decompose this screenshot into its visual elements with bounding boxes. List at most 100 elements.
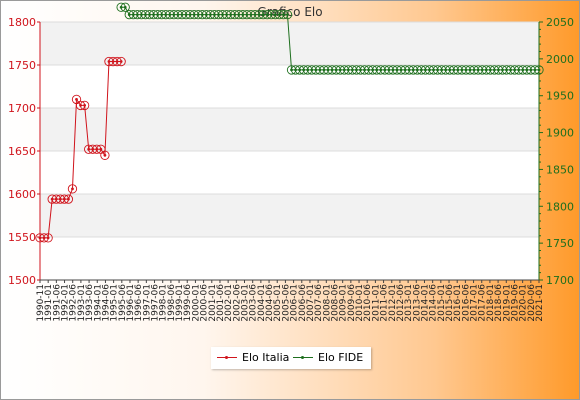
x-tick-label: 1990-11 [36,284,46,322]
chart-title: Grafico Elo [257,5,322,19]
x-tick-label: 1996-01 [126,284,136,322]
y-left-tick-label: 1700 [8,102,36,115]
x-tick-label: 1992-01 [61,284,71,322]
data-point-elo-italia [67,184,78,194]
data-point-core-elo-italia [46,236,50,240]
y-left-tick-label: 1650 [8,145,36,158]
x-tick-label: 2001-06 [216,284,226,322]
y-right-tick-label: 2050 [546,16,574,29]
x-tick-label: 1997-06 [151,284,161,322]
x-tick-label: 1993-06 [85,284,95,322]
legend-swatch-elo-italia [217,353,237,363]
x-tick-label: 2009-01 [339,284,349,322]
x-tick-label: 2015-06 [445,284,455,322]
x-tick-label: 1992-06 [69,284,79,322]
x-tick-label: 2006-06 [298,284,308,322]
x-tick-label: 2016-01 [453,284,463,322]
x-tick-label: 2006-01 [290,284,300,322]
x-tick-label: 2004-01 [257,284,267,322]
x-tick-label: 2013-06 [412,284,422,322]
x-tick-label: 2019-01 [502,284,512,322]
data-point-elo-italia [79,100,90,111]
y-left-tick-label: 1750 [8,59,36,72]
x-tick-label: 2008-06 [330,284,340,322]
x-tick-label: 1999-06 [183,284,193,322]
x-tick-label: 2005-06 [281,284,291,322]
x-tick-label: 1996-06 [134,284,144,322]
data-point-core-elo-italia [71,187,74,191]
x-tick-label: 2017-01 [470,284,480,322]
data-point-core-elo-italia [66,197,70,201]
y-right-tick-label: 1700 [546,274,574,287]
data-point-elo-fide [282,9,293,20]
legend-label-elo-italia: Elo Italia [242,351,290,364]
x-tick-label: 2020-06 [527,284,537,322]
x-tick-labels: 1990-111991-011991-061992-011992-061993-… [36,280,545,322]
legend-item-elo-italia: Elo Italia [217,351,289,364]
x-tick-label: 2004-06 [265,284,275,322]
y-right-tick-labels: 1700 1750 1800 1850 1900 1950 2000 2050 [539,16,574,287]
x-tick-label: 2003-06 [249,284,259,322]
data-point-core-elo-fide [537,68,541,72]
x-tick-label: 2015-01 [437,284,447,322]
plot-band [40,194,539,237]
x-tick-label: 2005-01 [273,284,283,322]
data-point-core-elo-italia [99,147,103,151]
x-tick-label: 2008-01 [322,284,332,322]
x-tick-label: 2020-01 [519,284,529,322]
x-tick-label: 2012-01 [388,284,398,322]
legend: Elo Italia Elo FIDE [211,347,371,369]
x-tick-label: 2018-06 [494,284,504,322]
legend-label-elo-fide: Elo FIDE [318,351,364,364]
y-left-tick-label: 1550 [8,231,36,244]
data-point-elo-italia [100,150,110,160]
x-tick-label: 1998-06 [167,284,177,322]
data-point-core-elo-italia [75,98,78,101]
x-tick-label: 2018-01 [486,284,496,322]
x-tick-label: 1997-01 [142,284,152,322]
y-right-tick-label: 1800 [546,200,574,213]
x-tick-label: 1995-01 [110,284,120,322]
legend-swatch-elo-fide [293,353,313,363]
x-tick-label: 1999-01 [175,284,185,322]
series-layer [35,2,544,243]
data-point-core-elo-italia [103,153,107,157]
x-tick-label: 1994-01 [93,284,103,322]
data-point-elo-fide [120,2,130,12]
x-tick-label: 2000-01 [191,284,201,322]
x-tick-label: 2007-01 [306,284,316,322]
x-tick-label: 2013-01 [404,284,414,322]
legend-item-elo-fide: Elo FIDE [293,351,363,364]
y-right-tick-label: 1900 [546,127,574,140]
plot-band [40,108,539,151]
plot-band [40,151,539,194]
x-tick-label: 2012-06 [396,284,406,322]
x-tick-label: 2003-01 [241,284,251,322]
x-tick-label: 2007-06 [314,284,324,322]
x-tick-label: 2009-06 [347,284,357,322]
x-tick-label: 1993-01 [77,284,87,322]
data-point-core-elo-italia [119,60,123,63]
x-tick-label: 2002-06 [232,284,242,322]
plot-band [40,65,539,108]
data-point-core-elo-fide [123,5,127,9]
x-tick-label: 2016-06 [461,284,471,322]
x-tick-label: 2017-06 [478,284,488,322]
y-left-tick-label: 1600 [8,188,36,201]
x-tick-label: 2019-06 [510,284,520,322]
x-tick-label: 2011-01 [371,284,381,322]
x-tick-label: 1991-01 [44,284,54,322]
x-tick-label: 1991-06 [52,284,62,322]
y-right-tick-label: 1950 [546,90,574,103]
x-tick-label: 1994-06 [101,284,111,322]
data-point-elo-italia [43,233,53,243]
y-left-tick-label: 1800 [8,16,36,29]
y-left-tick-label: 1500 [8,274,36,287]
y-right-tick-label: 1850 [546,163,574,176]
y-left-tick-labels: 1500 1550 1600 1650 1700 1750 1800 [8,16,40,287]
data-point-elo-italia [116,56,126,67]
y-right-tick-label: 2000 [546,53,574,66]
x-tick-label: 1998-01 [159,284,169,322]
y-right-tick-label: 1750 [546,237,574,250]
